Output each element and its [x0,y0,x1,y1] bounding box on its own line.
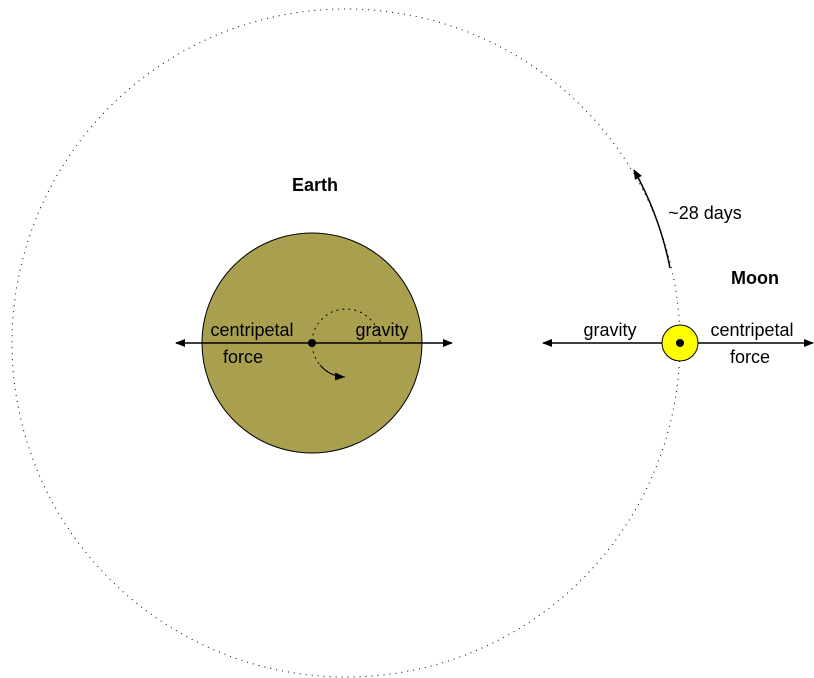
force-label: centripetal [210,320,293,340]
earth-center [308,339,316,347]
barycenter-arrow [319,364,345,381]
moon-center [676,339,684,347]
earth-label: Earth [292,175,338,195]
force-label: force [730,347,770,367]
orbit-arrow [633,169,671,269]
force-label: gravity [583,320,636,340]
moon-label: Moon [731,268,779,288]
barycenter-orbit [311,308,381,378]
force-label: force [223,347,263,367]
period-label: ~28 days [668,203,742,223]
force-label: centripetal [710,320,793,340]
force-label: gravity [355,320,408,340]
